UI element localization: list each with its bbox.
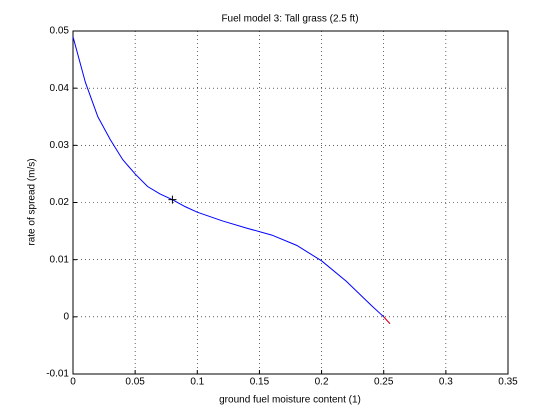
- y-tick-label: 0.03: [50, 140, 70, 151]
- plot-area: [72, 30, 509, 375]
- x-tick-label: 0.25: [374, 377, 394, 388]
- x-axis-label: ground fuel moisture content (1): [219, 395, 361, 406]
- y-tick-label: -0.01: [46, 369, 69, 380]
- x-tick-label: 0.05: [125, 377, 145, 388]
- y-axis-label: rate of spread (m/s): [27, 158, 38, 245]
- x-tick-label: 0.3: [439, 377, 453, 388]
- line: [72, 36, 391, 325]
- y-tick-label: 0.05: [50, 26, 70, 37]
- x-tick-label: 0.2: [315, 377, 329, 388]
- y-tick-label: 0.04: [50, 83, 70, 94]
- y-tick-label: 0.01: [50, 254, 70, 265]
- x-tick-label: 0.35: [498, 377, 518, 388]
- x-tick-label: 0.1: [190, 377, 204, 388]
- y-tick-label: 0.02: [50, 197, 70, 208]
- chart-title: Fuel model 3: Tall grass (2.5 ft): [221, 14, 358, 25]
- x-tick-label: 0: [70, 377, 76, 388]
- point-marker: [168, 195, 177, 204]
- x-tick-label: 0.15: [250, 377, 270, 388]
- y-tick-label: 0: [63, 311, 69, 322]
- line: [383, 316, 391, 325]
